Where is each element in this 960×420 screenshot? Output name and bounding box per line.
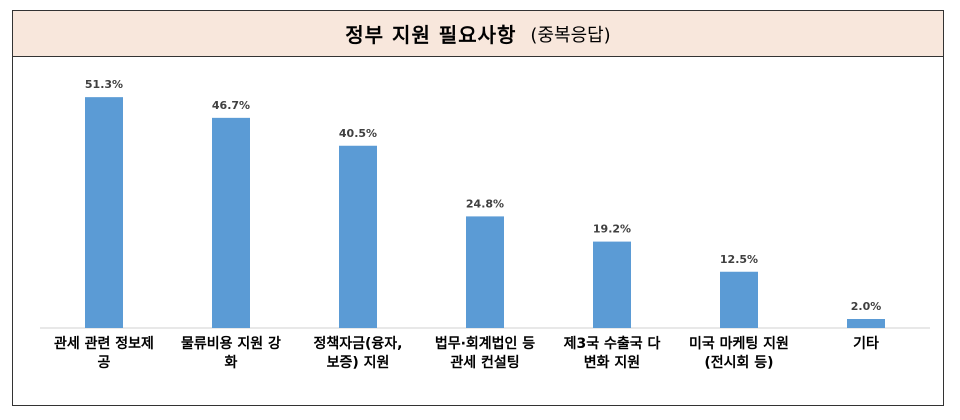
category-label: 관세 관련 정보제: [54, 335, 154, 352]
data-label: 12.5%: [720, 253, 758, 266]
bar: [466, 216, 504, 328]
bar: [593, 241, 631, 328]
bar: [85, 97, 123, 329]
category-label: 정책자금(융자,: [314, 335, 403, 352]
chart-title: 정부 지원 필요사항: [345, 23, 517, 47]
category-label: 관세 컨설팅: [450, 354, 519, 371]
data-label: 46.7%: [212, 99, 250, 112]
category-label: (전시회 등): [704, 354, 773, 371]
bar: [212, 117, 250, 328]
category-label: 보증) 지원: [327, 355, 390, 371]
category-label: 물류비용 지원 강: [181, 335, 281, 352]
data-label: 2.0%: [851, 300, 882, 313]
data-label: 40.5%: [339, 127, 377, 140]
chart-frame: 정부 지원 필요사항 (중복응답): [12, 10, 944, 406]
category-label: 미국 마케팅 지원: [689, 335, 789, 352]
category-label: 법무·회계법인 등: [435, 335, 535, 352]
category-label: 변화 지원: [584, 355, 640, 371]
category-label: 제3국 수출국 다: [564, 335, 661, 352]
bar: [339, 145, 377, 328]
data-label: 24.8%: [466, 197, 504, 210]
data-label: 51.3%: [85, 78, 123, 91]
bar: [720, 271, 758, 328]
category-label: 화: [225, 355, 238, 371]
bar: [847, 319, 885, 328]
category-label: 공: [98, 355, 111, 371]
data-label: 19.2%: [593, 223, 631, 236]
chart-header: 정부 지원 필요사항 (중복응답): [13, 11, 943, 57]
category-label: 기타: [853, 336, 879, 352]
chart-subtitle: (중복응답): [530, 24, 611, 46]
